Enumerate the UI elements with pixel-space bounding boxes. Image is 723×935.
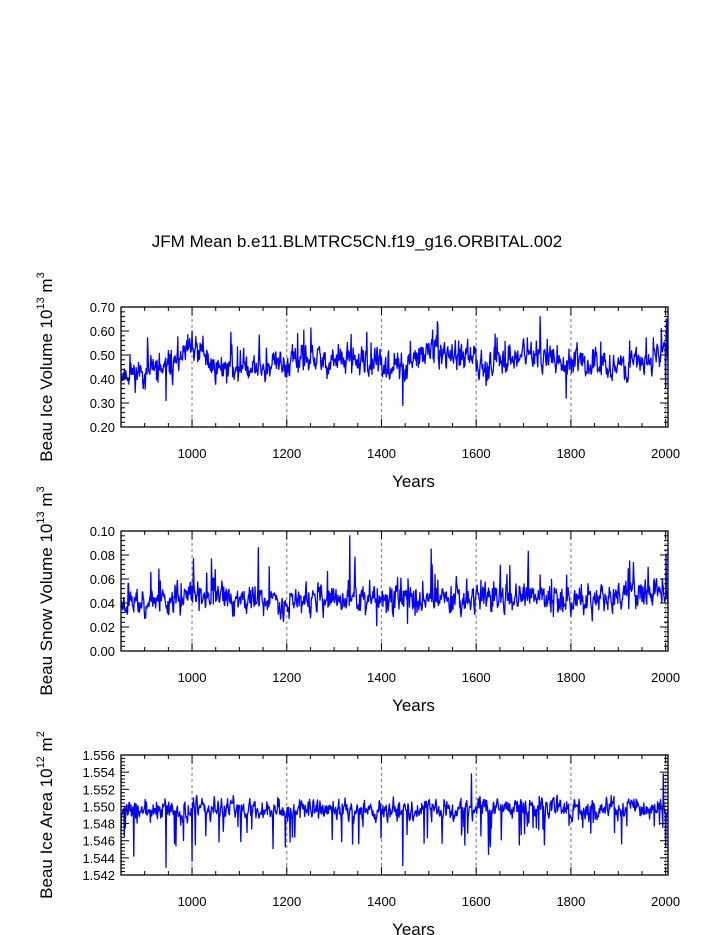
y-tick-label: 0.70 [90, 300, 115, 315]
x-tick-label: 1000 [178, 670, 207, 685]
y-axis-title-text: Beau Ice Area 10 [37, 768, 56, 898]
x-tick-label: 1400 [367, 670, 396, 685]
y-tick-label: 0.50 [90, 348, 115, 363]
x-axis-title: Years [392, 696, 435, 715]
x-tick-label: 1200 [272, 894, 301, 909]
x-tick-label: 1200 [272, 446, 301, 461]
chart-panel-ice-area: 1000 1200 1400 1600 1800 2000 1.542 1.544 1.546 1… [35, 731, 680, 935]
x-axis-title: Years [392, 920, 435, 935]
chart-panel-snow-volume: 1000 1200 1400 1600 1800 2000 0.00 0.02 0.04 0.06… [35, 486, 680, 715]
y-tick-label: 0.20 [90, 420, 115, 435]
y-tick-label: 0.60 [90, 324, 115, 339]
x-tick-label: 2000 [651, 446, 680, 461]
series-line [120, 315, 669, 407]
x-tick-label: 1400 [367, 446, 396, 461]
y-axis-title-unit-exponent: 3 [35, 272, 47, 278]
y-tick-label: 0.30 [90, 396, 115, 411]
series-line [120, 535, 669, 627]
y-tick-label: 0.02 [90, 620, 115, 635]
y-tick-label: 1.548 [82, 817, 115, 832]
y-tick-label: 0.00 [90, 644, 115, 659]
y-tick-label: 0.40 [90, 372, 115, 387]
y-axis-title-text: Beau Snow Volume 10 [37, 524, 56, 696]
y-axis-title-exponent: 12 [35, 756, 47, 768]
y-tick-label: 1.546 [82, 834, 115, 849]
x-tick-label: 1600 [462, 894, 491, 909]
x-tick-label: 1800 [556, 446, 585, 461]
y-tick-label: 1.550 [82, 799, 115, 814]
x-tick-label: 1000 [178, 894, 207, 909]
y-axis-title-unit: m [37, 492, 56, 511]
y-tick-label: 0.06 [90, 572, 115, 587]
plot-frame [120, 306, 669, 428]
x-tick-label: 1800 [556, 670, 585, 685]
series-line [120, 773, 669, 868]
y-axis-title: Beau Snow Volume 1013 m3 [35, 486, 56, 695]
x-tick-label: 2000 [651, 670, 680, 685]
y-tick-label: 1.552 [82, 782, 115, 797]
x-tick-label: 1200 [272, 670, 301, 685]
y-tick-label: 1.554 [82, 765, 115, 780]
y-tick-label: 1.556 [82, 748, 115, 763]
y-tick-label: 1.542 [82, 868, 115, 883]
x-tick-label: 1600 [462, 670, 491, 685]
figure-title: JFM Mean b.e11.BLMTRC5CN.f19_g16.ORBITAL… [152, 232, 562, 251]
y-tick-label: 1.544 [82, 851, 115, 866]
x-axis-title: Years [392, 472, 435, 491]
y-axis-title: Beau Ice Volume 1013 m3 [35, 272, 56, 461]
y-axis-title-unit: m [37, 278, 56, 297]
y-tick-label: 0.10 [90, 524, 115, 539]
plot-frame [120, 754, 669, 876]
y-axis-title-unit-exponent: 3 [35, 486, 47, 492]
x-tick-label: 1600 [462, 446, 491, 461]
plot-frame [120, 530, 669, 652]
y-axis-title-exponent: 13 [35, 511, 47, 523]
x-tick-label: 1400 [367, 894, 396, 909]
x-tick-label: 1000 [178, 446, 207, 461]
y-axis-title-unit: m [37, 737, 56, 756]
y-tick-label: 0.04 [90, 596, 115, 611]
y-axis-title-text: Beau Ice Volume 10 [37, 310, 56, 462]
y-axis-title-unit-exponent: 2 [35, 731, 47, 737]
x-tick-label: 2000 [651, 894, 680, 909]
chart-panel-ice-volume: 1000 1200 1400 1600 1800 2000 0.20 0.30 0.40 0.50… [35, 272, 680, 491]
y-axis-title: Beau Ice Area 1012 m2 [35, 731, 56, 899]
x-tick-label: 1800 [556, 894, 585, 909]
y-axis-title-exponent: 13 [35, 297, 47, 309]
y-tick-label: 0.08 [90, 548, 115, 563]
